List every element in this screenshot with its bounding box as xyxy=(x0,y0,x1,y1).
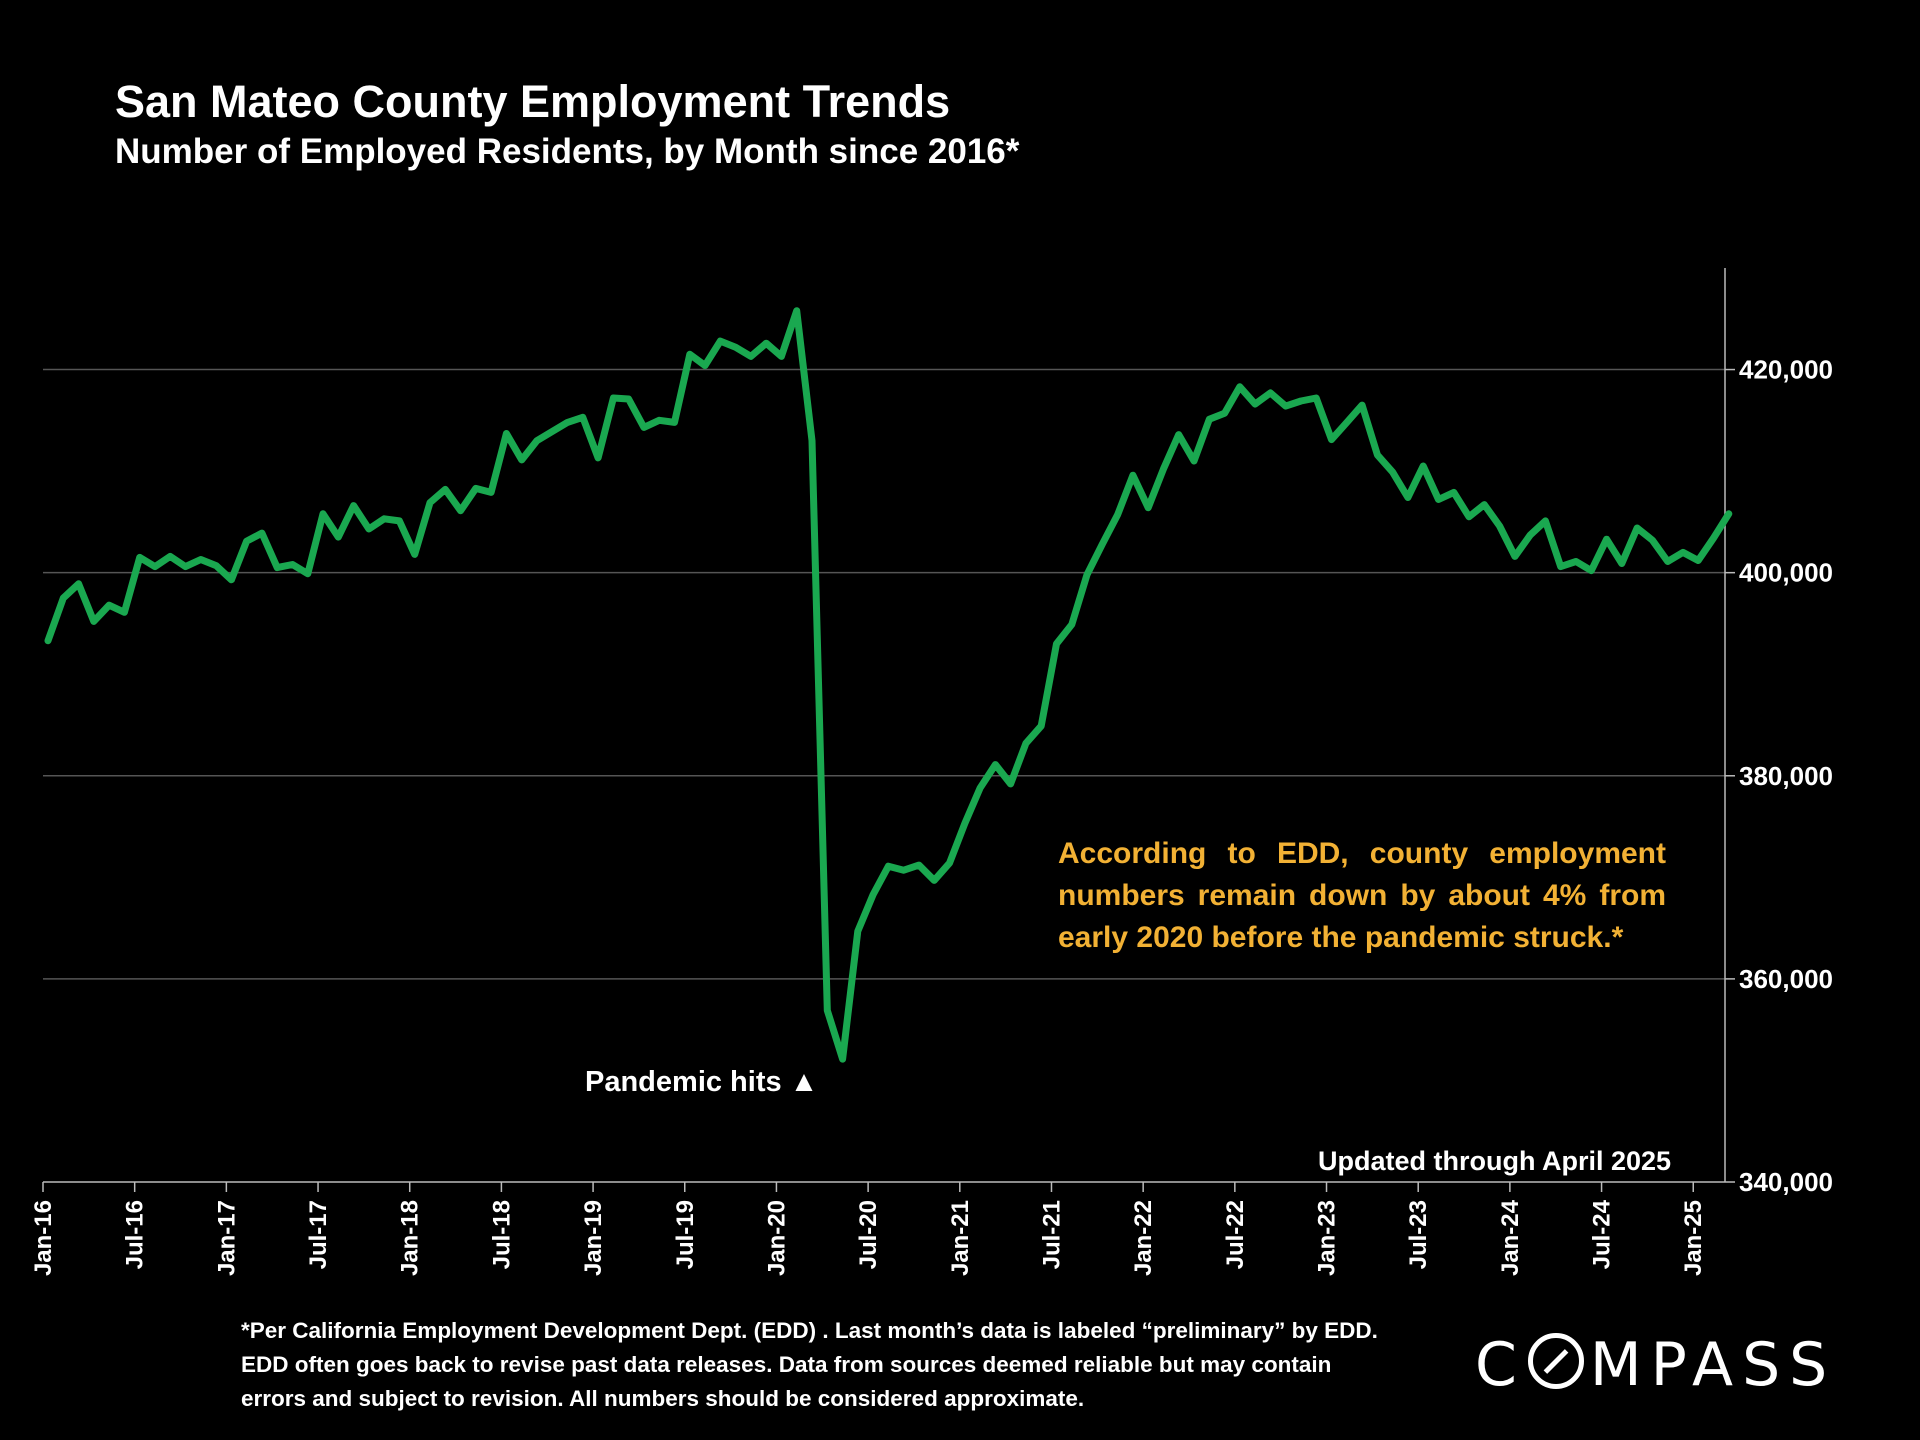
footnote: *Per California Employment Development D… xyxy=(241,1318,1378,1411)
axes xyxy=(43,268,1726,1183)
logo-text-mpass: MPASS xyxy=(1589,1330,1837,1400)
x-tick-label: Jul-18 xyxy=(488,1200,515,1269)
chart-subtitle: Number of Employed Residents, by Month s… xyxy=(115,132,1020,171)
x-tick-label: Jan-23 xyxy=(1314,1200,1341,1276)
y-tick-label: 360,000 xyxy=(1739,964,1833,994)
x-tick-label: Jan-24 xyxy=(1497,1199,1524,1276)
y-tick-label: 380,000 xyxy=(1739,761,1833,791)
x-tick-label: Jan-20 xyxy=(763,1200,790,1276)
y-tick-label: 400,000 xyxy=(1739,558,1833,588)
chart-title: San Mateo County Employment Trends xyxy=(115,76,951,127)
x-tick-label: Jul-19 xyxy=(672,1200,699,1269)
y-tick-label: 420,000 xyxy=(1739,355,1833,385)
updated-through-label: Updated through April 2025 xyxy=(1318,1146,1672,1176)
logo-o-mark xyxy=(1527,1333,1584,1389)
compass-logo: C MPASS xyxy=(1475,1330,1836,1400)
gridlines xyxy=(43,368,1725,980)
y-tick-label: 340,000 xyxy=(1739,1167,1833,1197)
x-tick-label: Jul-22 xyxy=(1222,1200,1249,1269)
x-tick-label: Jul-16 xyxy=(122,1200,149,1269)
x-tick-label: Jan-25 xyxy=(1680,1200,1707,1276)
pandemic-hits-label: Pandemic hits ▲ xyxy=(585,1066,819,1098)
series-line-employed-residents xyxy=(44,307,1733,1063)
y-axis-ticks: 340,000 360,000 380,000 400,000 420,000 xyxy=(1725,355,1833,1197)
x-tick-label: Jul-21 xyxy=(1038,1200,1065,1269)
x-tick-label: Jan-18 xyxy=(397,1200,424,1276)
x-tick-label: Jan-19 xyxy=(580,1200,607,1276)
x-tick-label: Jan-17 xyxy=(213,1200,240,1276)
edd-annotation: According to EDD, county employment numb… xyxy=(1058,837,1666,954)
x-tick-label: Jul-23 xyxy=(1405,1200,1432,1269)
x-tick-label: Jul-20 xyxy=(855,1200,882,1269)
x-axis-ticks: Jan-16 Jul-16 Jan-17 Jul-17 Jan-18 Jul-18 Jan-… xyxy=(30,1182,1707,1276)
x-tick-label: Jan-21 xyxy=(947,1200,974,1276)
x-tick-label: Jan-22 xyxy=(1130,1200,1157,1276)
x-tick-label: Jul-17 xyxy=(305,1200,332,1269)
logo-text-c: C xyxy=(1475,1330,1526,1400)
x-tick-label: Jan-16 xyxy=(30,1200,57,1276)
x-tick-label: Jul-24 xyxy=(1589,1199,1616,1269)
